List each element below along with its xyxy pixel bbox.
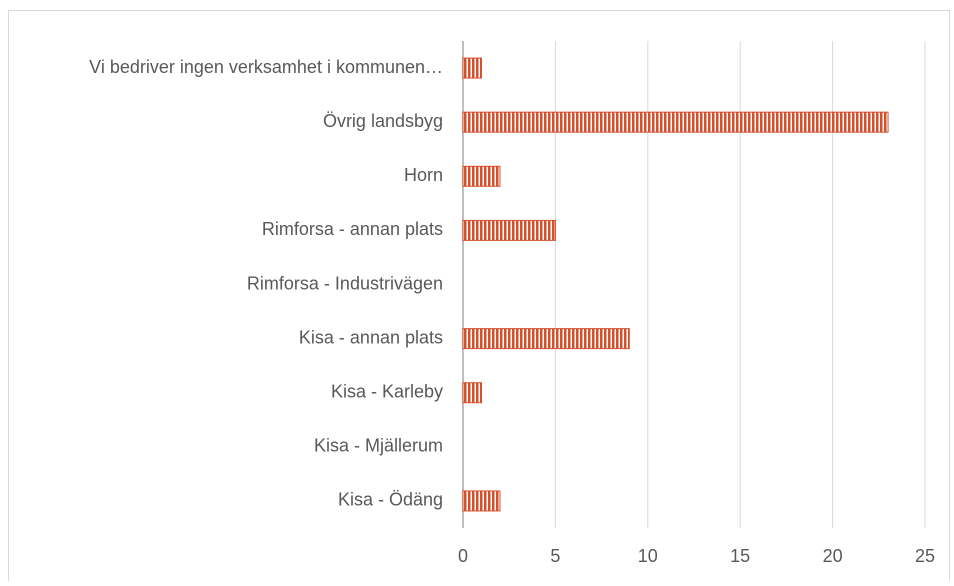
chart-border [8,10,950,586]
x-tick-label: 20 [823,546,843,566]
bar [462,382,482,404]
bar [462,328,630,350]
y-tick-label: Kisa - Ödäng [338,490,443,510]
y-tick-label: Rimforsa - annan plats [262,219,443,239]
y-tick-label: Horn [404,165,443,185]
bar [462,165,501,187]
x-tick-label: 10 [638,546,658,566]
bar [462,57,482,79]
bar [462,490,501,512]
bar [462,111,889,133]
x-tick-label: 0 [458,546,468,566]
y-tick-label: Övrig landsbyg [323,111,443,131]
x-tick-label: 15 [730,546,750,566]
bar [462,219,556,241]
x-tick-label: 5 [550,546,560,566]
y-tick-label: Kisa - Mjällerum [314,436,443,456]
x-tick-label: 25 [915,546,935,566]
y-tick-label: Rimforsa - Industrivägen [247,273,443,293]
y-tick-label: Vi bedriver ingen verksamhet i kommunen… [89,57,443,77]
y-tick-label: Kisa - annan plats [299,327,443,347]
y-tick-label: Kisa - Karleby [331,381,443,401]
